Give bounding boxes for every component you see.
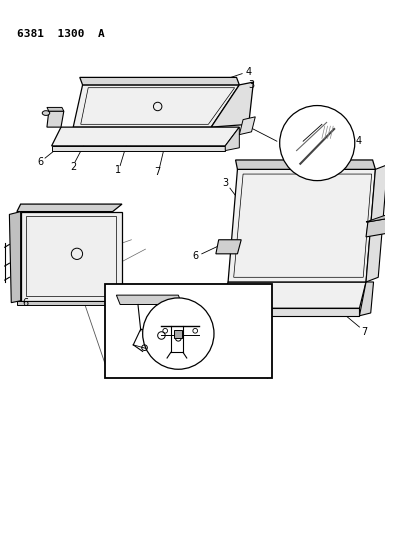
Text: 10: 10 [228, 314, 240, 325]
Text: 7: 7 [128, 347, 134, 356]
Polygon shape [365, 218, 389, 237]
Text: 3: 3 [248, 80, 254, 90]
Text: 6: 6 [22, 297, 28, 308]
Polygon shape [17, 204, 122, 212]
Text: 6: 6 [37, 157, 43, 167]
Text: 7: 7 [360, 327, 366, 337]
Text: 2: 2 [220, 292, 226, 302]
Polygon shape [9, 212, 20, 303]
Text: 4: 4 [355, 136, 361, 146]
Text: 2: 2 [70, 161, 76, 172]
Text: 6: 6 [192, 251, 198, 261]
Text: 3: 3 [222, 177, 228, 188]
Text: 1: 1 [264, 290, 270, 300]
Text: 11: 11 [329, 159, 341, 169]
Text: 12: 12 [180, 310, 191, 319]
Polygon shape [116, 295, 182, 304]
Polygon shape [359, 282, 373, 316]
Polygon shape [20, 212, 122, 301]
Polygon shape [73, 85, 239, 127]
Text: 7: 7 [154, 167, 160, 177]
Text: 5: 5 [196, 288, 202, 298]
Text: 6: 6 [161, 310, 166, 319]
Text: 8: 8 [184, 331, 190, 340]
Polygon shape [239, 117, 255, 135]
Polygon shape [52, 146, 225, 151]
Polygon shape [47, 111, 64, 127]
Polygon shape [52, 127, 239, 146]
Polygon shape [215, 240, 240, 254]
Text: 5: 5 [278, 139, 284, 149]
Polygon shape [211, 82, 253, 127]
Text: 7: 7 [157, 352, 162, 361]
Polygon shape [80, 77, 239, 85]
Circle shape [279, 106, 354, 181]
Polygon shape [17, 301, 122, 304]
Polygon shape [365, 165, 387, 282]
Polygon shape [235, 160, 375, 169]
Text: 8: 8 [170, 357, 175, 365]
Bar [105, 284, 272, 378]
Text: 1: 1 [115, 165, 121, 175]
Text: 6381  1300  A: 6381 1300 A [17, 29, 104, 38]
Polygon shape [220, 282, 365, 308]
Polygon shape [225, 127, 239, 151]
Text: 4: 4 [245, 67, 251, 77]
Polygon shape [47, 108, 64, 111]
Polygon shape [365, 214, 389, 222]
Text: 9: 9 [157, 362, 162, 371]
Circle shape [142, 298, 213, 369]
Polygon shape [227, 169, 375, 282]
Polygon shape [220, 308, 359, 316]
Bar [173, 330, 182, 338]
Ellipse shape [42, 111, 49, 116]
